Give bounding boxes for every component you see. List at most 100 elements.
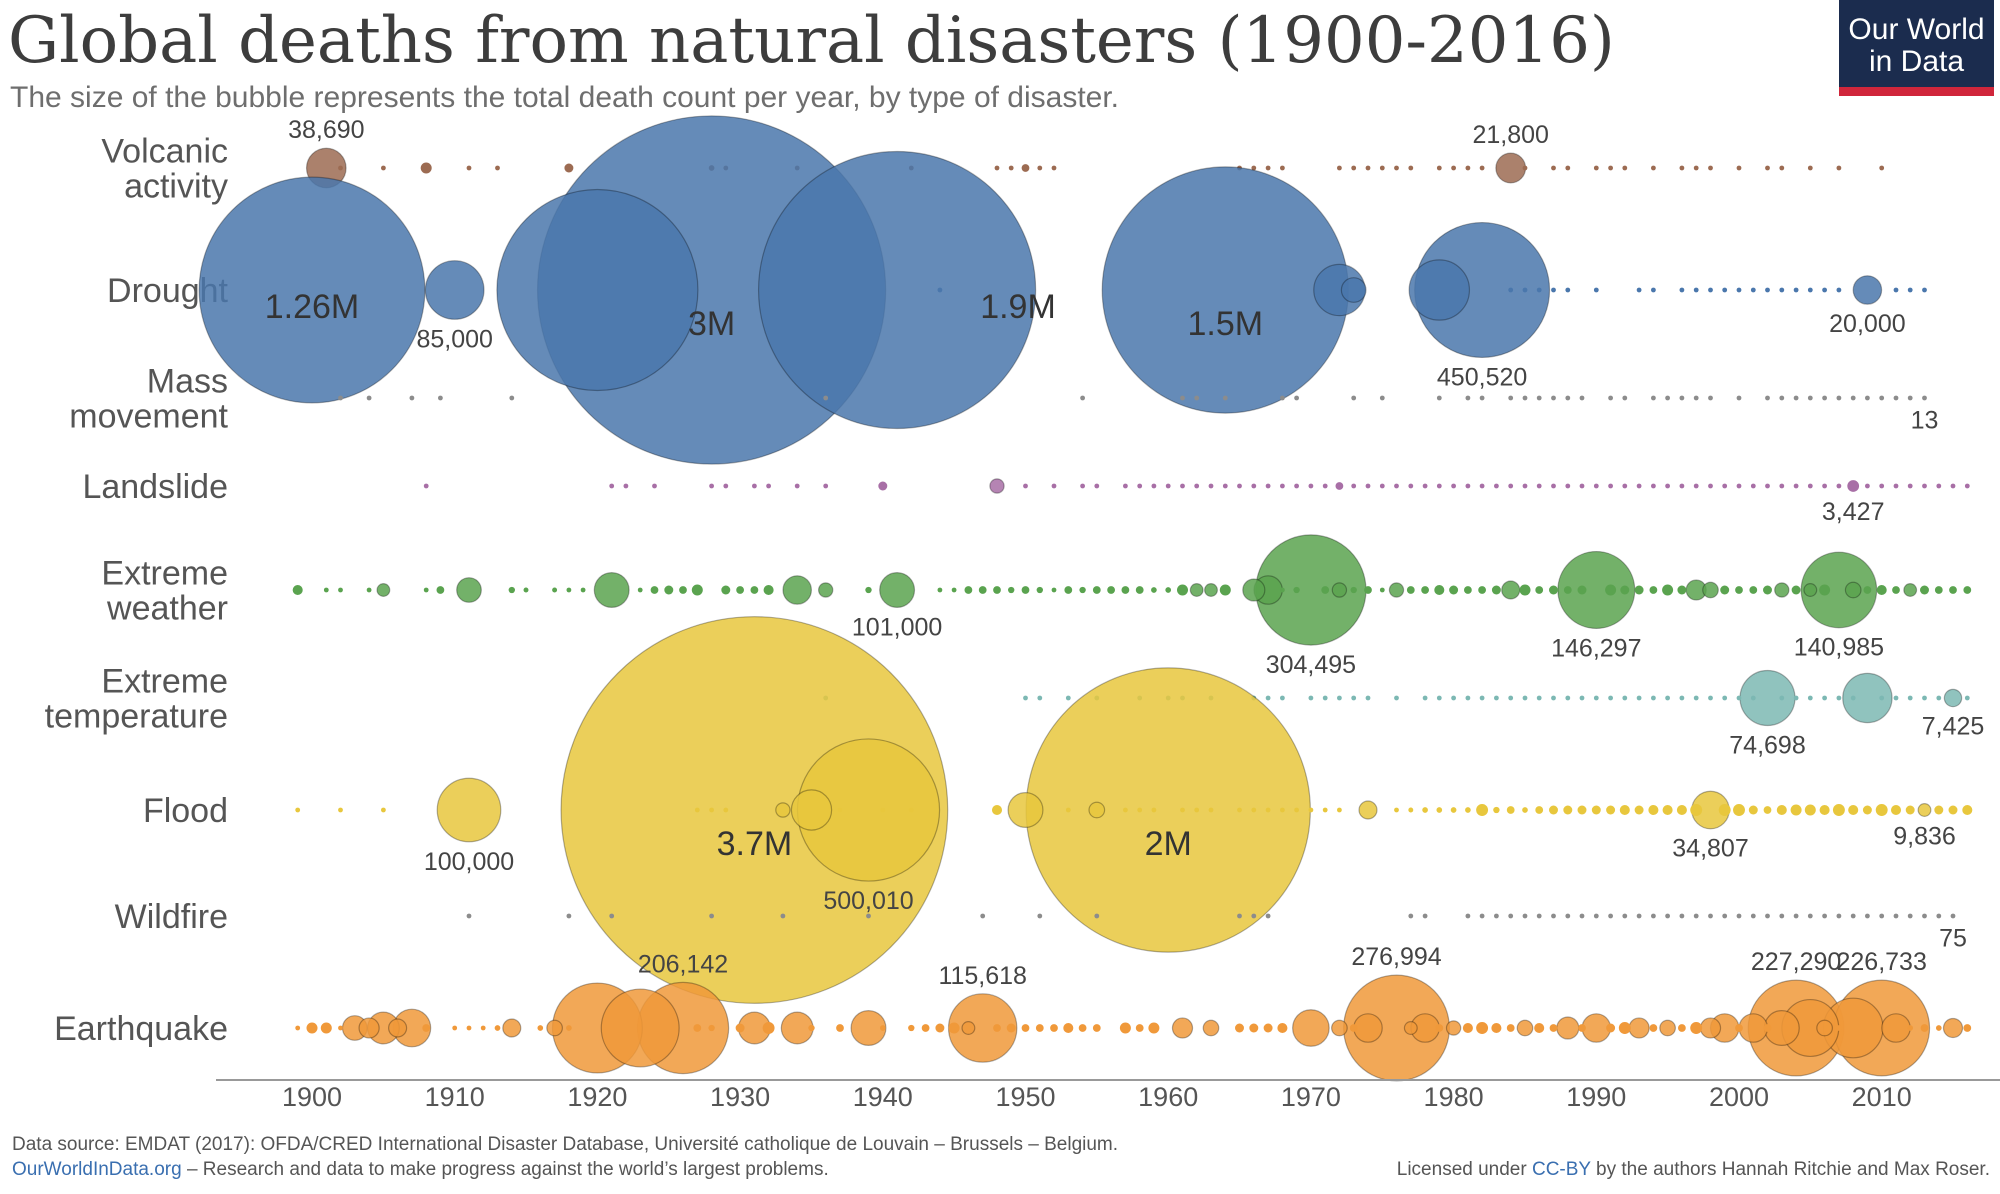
bubble-extreme-weather-1954[interactable] <box>1079 586 1086 594</box>
bubble-extreme-temperature-1967[interactable] <box>1265 695 1271 701</box>
bubble-flood-1961[interactable] <box>1180 807 1185 813</box>
bubble-drought-2005[interactable] <box>1807 287 1813 293</box>
bubble-flood-1902[interactable] <box>338 807 343 813</box>
bubble-earthquake-1998[interactable] <box>1699 1017 1722 1039</box>
bubble-landslide-2001[interactable] <box>1750 483 1756 489</box>
bubble-mass-movement-2012[interactable] <box>1907 395 1913 401</box>
bubble-extreme-weather-1982[interactable] <box>1478 586 1486 594</box>
bubble-drought-1987[interactable] <box>1551 287 1556 293</box>
bubble-flood-1976[interactable] <box>1394 807 1399 813</box>
bubble-wildfire-1992[interactable] <box>1622 913 1628 919</box>
bubble-extreme-weather-2001[interactable] <box>1749 586 1758 594</box>
bubble-mass-movement-1982[interactable] <box>1479 395 1485 401</box>
bubble-extreme-weather-1985[interactable] <box>1519 584 1531 596</box>
bubble-earthquake-1946[interactable] <box>961 1021 976 1035</box>
bubble-flood-1969[interactable] <box>1294 807 1299 813</box>
bubble-landslide-1999[interactable] <box>1722 483 1728 489</box>
bubble-drought-1984[interactable] <box>1508 287 1514 293</box>
bubble-landslide-1971[interactable] <box>1322 483 1328 489</box>
bubble-flood-2002[interactable] <box>1763 806 1772 814</box>
bubble-extreme-temperature-1951[interactable] <box>1037 695 1043 701</box>
bubble-landslide-2008[interactable] <box>1847 480 1860 492</box>
bubble-drought-1979[interactable] <box>1408 259 1471 321</box>
bubble-extreme-weather-1992[interactable] <box>1620 585 1630 595</box>
bubble-flood-1991[interactable] <box>1606 805 1616 815</box>
bubble-mass-movement-1962[interactable] <box>1194 395 1200 401</box>
bubble-flood-2000[interactable] <box>1733 804 1745 816</box>
bubble-wildfire-2015[interactable] <box>1950 913 1956 919</box>
bubble-wildfire-2006[interactable] <box>1822 913 1827 919</box>
bubble-flood-1957[interactable] <box>1123 807 1128 813</box>
bubble-volcanic-activity-1998[interactable] <box>1708 165 1713 171</box>
bubble-flood-1950[interactable] <box>1007 791 1044 829</box>
bubble-landslide-1981[interactable] <box>1465 483 1471 489</box>
bubble-wildfire-2014[interactable] <box>1936 913 1942 919</box>
bubble-extreme-weather-2013[interactable] <box>1920 585 1929 595</box>
bubble-landslide-1983[interactable] <box>1494 483 1499 489</box>
bubble-extreme-temperature-2001[interactable] <box>1750 695 1756 701</box>
bubble-extreme-weather-1962[interactable] <box>1189 583 1204 597</box>
bubble-extreme-weather-1993[interactable] <box>1634 585 1644 595</box>
bubble-extreme-temperature-1979[interactable] <box>1436 695 1442 701</box>
bubble-extreme-temperature-2011[interactable] <box>1893 695 1899 701</box>
bubble-flood-1953[interactable] <box>1065 807 1071 813</box>
bubble-earthquake-1914[interactable] <box>502 1018 522 1038</box>
bubble-extreme-temperature-1983[interactable] <box>1494 695 1499 701</box>
bubble-earthquake-1949[interactable] <box>1006 1023 1016 1033</box>
bubble-landslide-1980[interactable] <box>1451 483 1456 489</box>
bubble-earthquake-1917[interactable] <box>546 1019 563 1037</box>
bubble-landslide-2013[interactable] <box>1922 483 1927 489</box>
bubble-extreme-temperature-1992[interactable] <box>1622 695 1628 701</box>
bubble-flood-1959[interactable] <box>1151 807 1157 813</box>
bubble-extreme-temperature-2015[interactable] <box>1943 688 1963 708</box>
bubble-mass-movement-1914[interactable] <box>509 395 515 401</box>
bubble-extreme-weather-1989[interactable] <box>1577 585 1587 595</box>
bubble-flood-1935[interactable] <box>790 789 833 831</box>
bubble-earthquake-1948[interactable] <box>993 1024 1001 1032</box>
bubble-flood-1986[interactable] <box>1535 806 1544 814</box>
bubble-extreme-weather-1926[interactable] <box>679 586 687 594</box>
bubble-earthquake-2012[interactable] <box>1907 1025 1914 1031</box>
bubble-drought-1900[interactable] <box>198 176 426 404</box>
bubble-extreme-temperature-1988[interactable] <box>1565 695 1571 701</box>
bubble-earthquake-1982[interactable] <box>1476 1022 1489 1034</box>
bubble-extreme-temperature-1980[interactable] <box>1451 695 1456 701</box>
bubble-volcanic-activity-1988[interactable] <box>1565 165 1571 171</box>
bubble-landslide-2015[interactable] <box>1950 483 1956 489</box>
bubble-extreme-weather-1968[interactable] <box>1280 587 1285 593</box>
bubble-flood-1994[interactable] <box>1648 804 1659 816</box>
bubble-volcanic-activity-1997[interactable] <box>1693 165 1699 171</box>
bubble-wildfire-2008[interactable] <box>1850 913 1856 919</box>
bubble-drought-1986[interactable] <box>1536 287 1542 293</box>
bubble-wildfire-1947[interactable] <box>980 913 986 919</box>
bubble-landslide-2010[interactable] <box>1879 483 1885 489</box>
bubble-drought-2002[interactable] <box>1765 287 1770 293</box>
bubble-volcanic-activity-1902[interactable] <box>338 165 343 171</box>
bubble-landslide-1954[interactable] <box>1080 483 1085 489</box>
bubble-earthquake-1985[interactable] <box>1516 1019 1534 1037</box>
bubble-flood-2006[interactable] <box>1819 804 1830 816</box>
bubble-flood-1963[interactable] <box>1208 807 1214 813</box>
bubble-extreme-temperature-1978[interactable] <box>1422 695 1428 701</box>
bubble-extreme-weather-1987[interactable] <box>1549 585 1558 595</box>
bubble-extreme-temperature-1972[interactable] <box>1337 695 1342 701</box>
bubble-drought-1994[interactable] <box>1651 287 1656 293</box>
bubble-extreme-temperature-2000[interactable] <box>1736 695 1742 701</box>
bubble-extreme-weather-2014[interactable] <box>1934 586 1943 594</box>
bubble-extreme-weather-1909[interactable] <box>436 586 445 594</box>
bubble-wildfire-2013[interactable] <box>1922 913 1927 919</box>
bubble-extreme-weather-1901[interactable] <box>323 587 329 593</box>
bubble-wildfire-1918[interactable] <box>566 913 572 919</box>
bubble-earthquake-1984[interactable] <box>1506 1024 1515 1032</box>
bubble-earthquake-1979[interactable] <box>1435 1024 1444 1032</box>
bubble-extreme-weather-1955[interactable] <box>1092 586 1101 594</box>
bubble-extreme-weather-1934[interactable] <box>782 575 813 605</box>
bubble-extreme-weather-2011[interactable] <box>1892 586 1900 594</box>
bubble-wildfire-1967[interactable] <box>1265 913 1271 919</box>
bubble-extreme-weather-1964[interactable] <box>1219 584 1231 596</box>
bubble-mass-movement-1968[interactable] <box>1280 395 1285 401</box>
bubble-extreme-temperature-2003[interactable] <box>1779 695 1785 701</box>
bubble-wildfire-1965[interactable] <box>1237 913 1242 919</box>
bubble-flood-1990[interactable] <box>1591 805 1601 815</box>
bubble-wildfire-1997[interactable] <box>1693 913 1699 919</box>
